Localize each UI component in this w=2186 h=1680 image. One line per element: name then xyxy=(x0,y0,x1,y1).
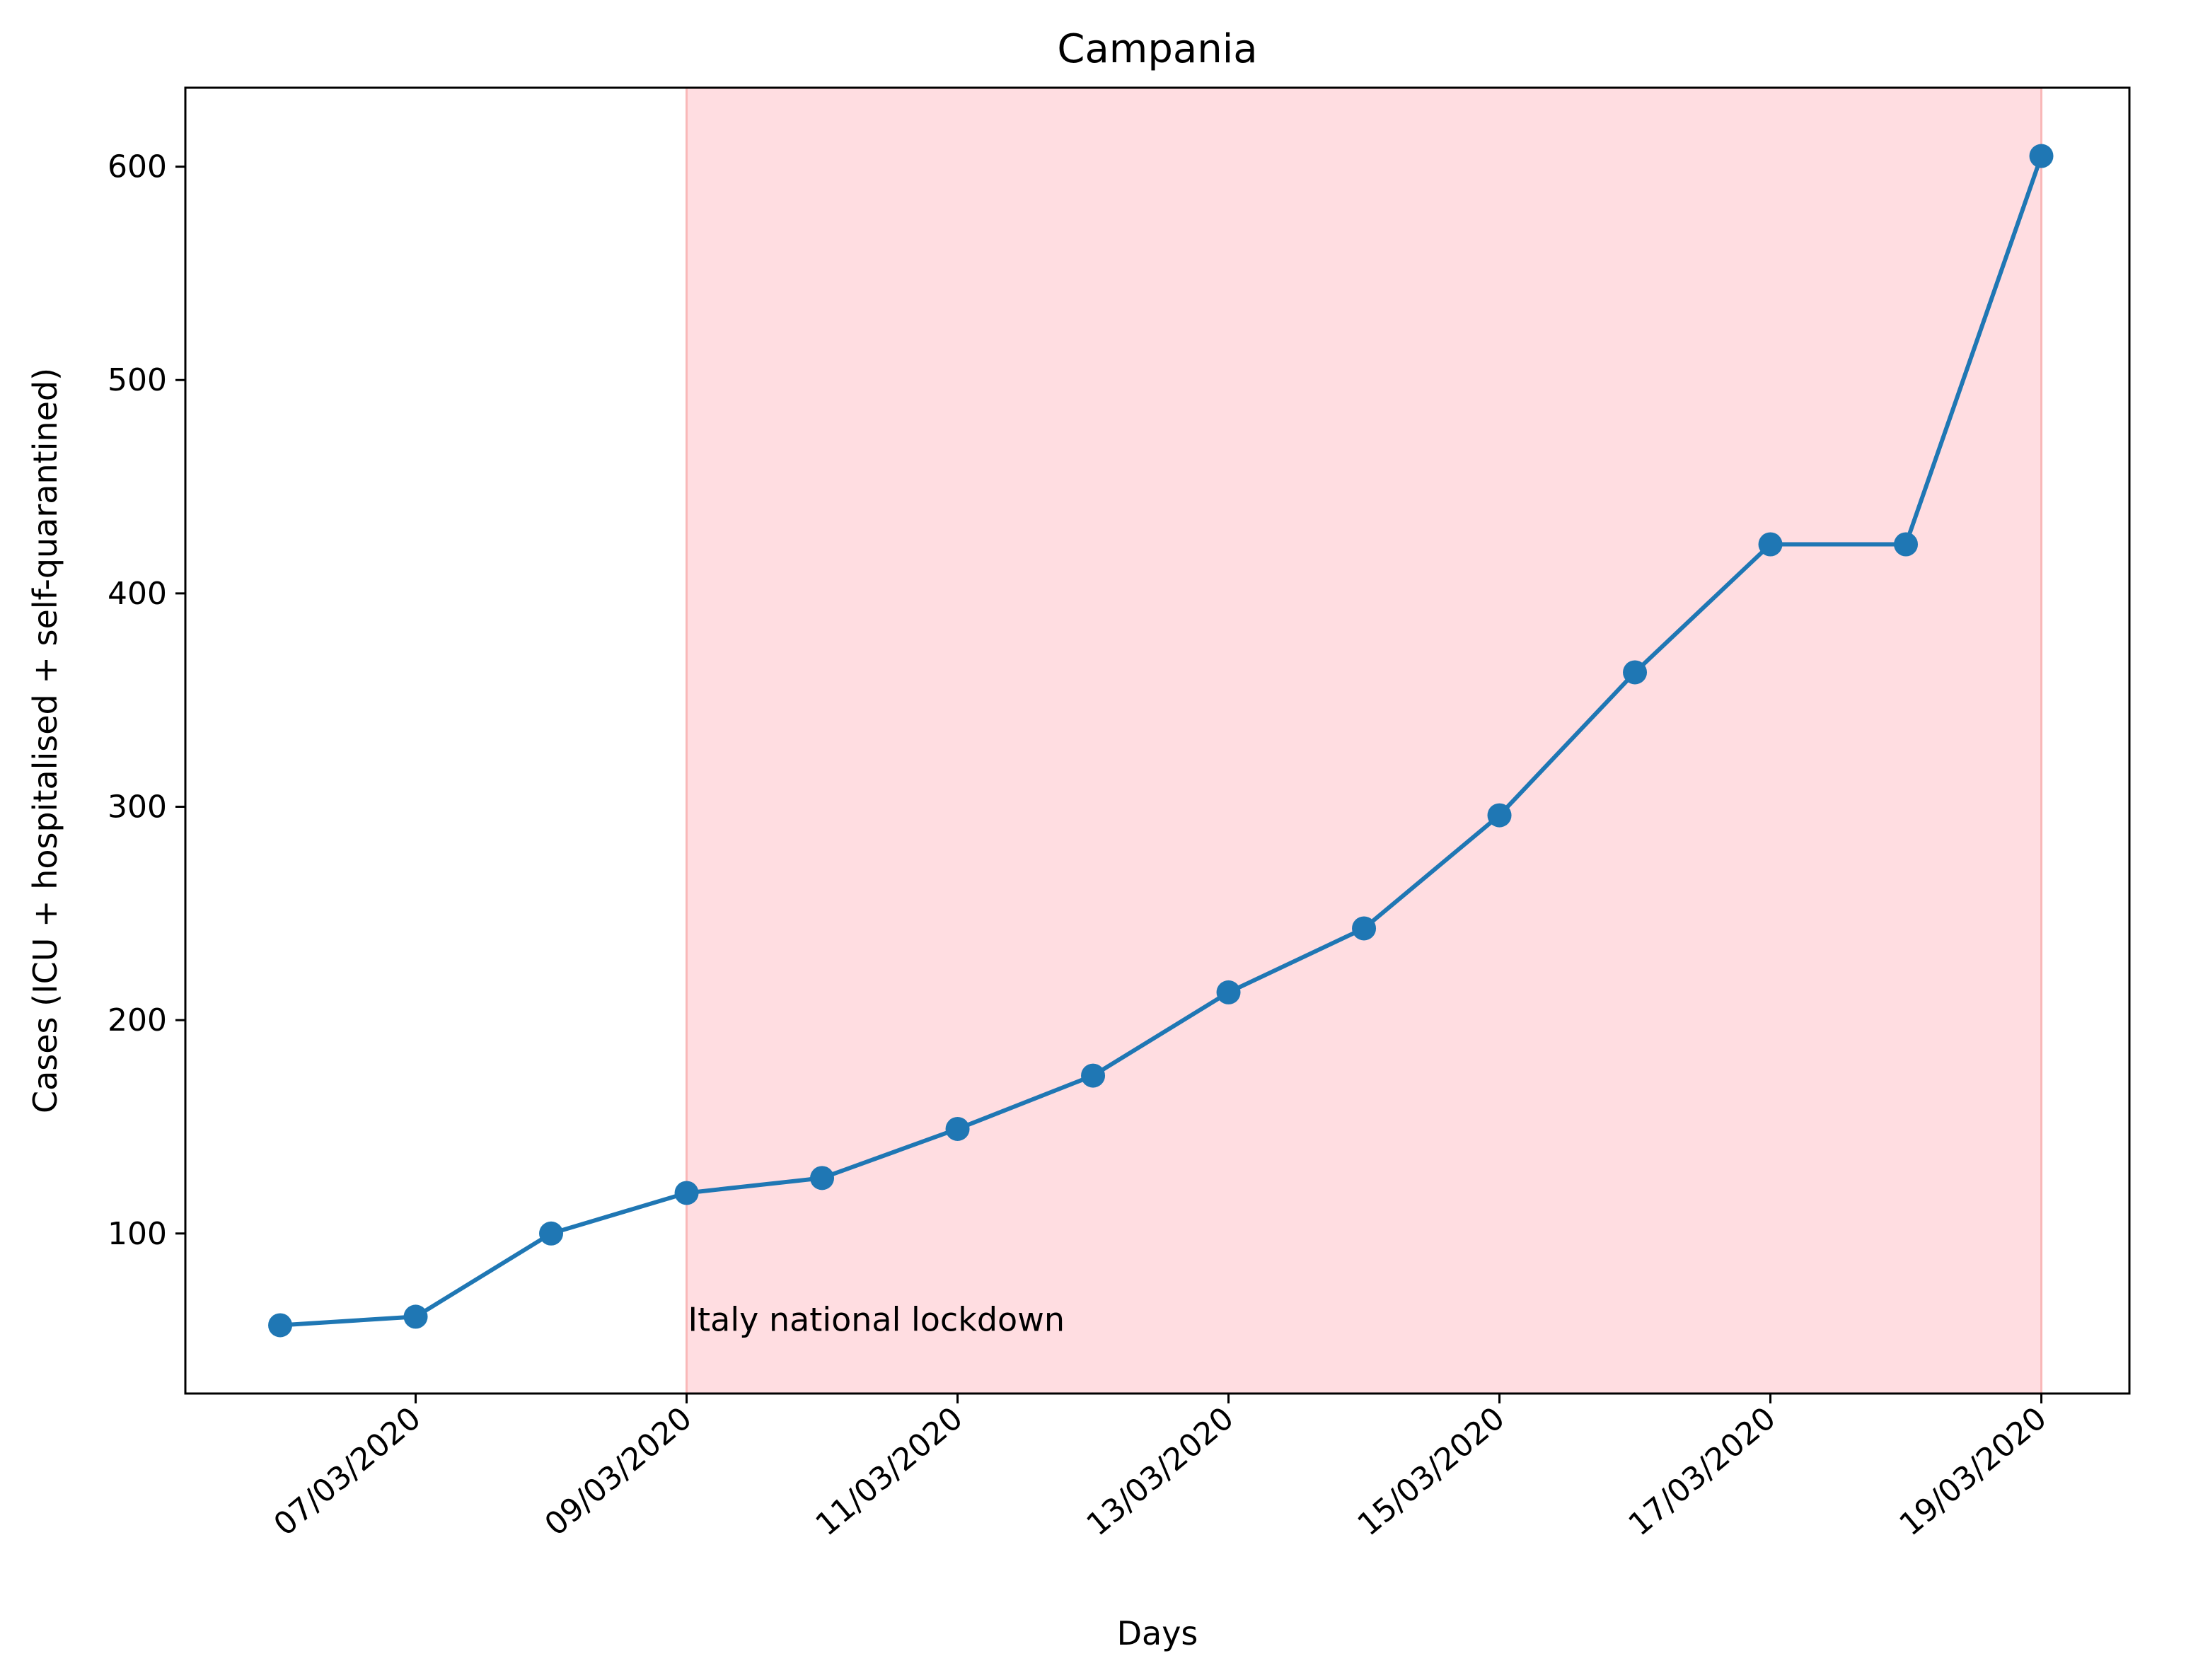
data-point xyxy=(1216,980,1241,1004)
x-tick-label: 09/03/2020 xyxy=(538,1400,699,1543)
lockdown-shaded-region xyxy=(686,88,2042,1394)
y-tick-label: 100 xyxy=(108,1216,167,1252)
y-tick-label: 200 xyxy=(108,1002,167,1038)
data-point xyxy=(268,1313,293,1338)
data-point xyxy=(2029,144,2054,168)
x-tick-label: 07/03/2020 xyxy=(267,1400,428,1543)
y-tick-label: 600 xyxy=(108,149,167,185)
x-tick-label: 19/03/2020 xyxy=(1893,1400,2054,1543)
data-point xyxy=(1081,1063,1106,1088)
y-axis-label: Cases (ICU + hospitalised + self-quarant… xyxy=(26,368,64,1113)
data-point xyxy=(1623,660,1648,685)
chart-title: Campania xyxy=(1057,26,1257,72)
series-line xyxy=(279,155,2044,1328)
x-tick-label: 13/03/2020 xyxy=(1080,1400,1241,1543)
data-point xyxy=(1894,532,1919,557)
data-point xyxy=(1352,916,1377,941)
x-tick-label: 11/03/2020 xyxy=(809,1400,970,1543)
y-tick-label: 300 xyxy=(108,789,167,825)
y-tick-label: 500 xyxy=(108,362,167,398)
data-point xyxy=(1487,803,1512,828)
data-point xyxy=(945,1116,970,1141)
lockdown-annotation: Italy national lockdown xyxy=(688,1300,1065,1338)
data-point xyxy=(403,1304,428,1329)
data-point xyxy=(539,1221,564,1246)
data-point xyxy=(1758,532,1783,557)
data-point xyxy=(810,1166,835,1191)
data-point xyxy=(674,1181,699,1205)
axes xyxy=(184,86,2131,1395)
plot-frame xyxy=(184,86,2131,1395)
x-axis-label: Days xyxy=(1117,1614,1198,1652)
y-tick-label: 400 xyxy=(108,576,167,612)
series-layer xyxy=(268,144,2054,1338)
x-tick-label: 15/03/2020 xyxy=(1351,1400,1512,1543)
x-tick-label: 17/03/2020 xyxy=(1622,1400,1783,1543)
